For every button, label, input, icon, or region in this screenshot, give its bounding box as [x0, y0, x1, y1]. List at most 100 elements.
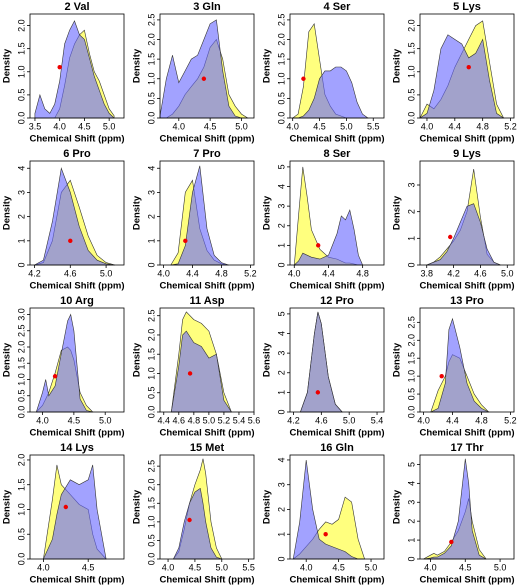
x-tick-label: 4.0 [53, 121, 66, 131]
plot-frame [29, 307, 125, 413]
y-tick-label: 4 [406, 481, 416, 486]
y-tick-label: 0 [276, 409, 286, 414]
x-axis-label: Chemical Shift (ppm) [159, 428, 254, 439]
panel: 15 Met Chemical Shift (ppm) Density 4.0 4.5 5… [132, 442, 255, 586]
x-tick-label: 4.5 [82, 562, 95, 572]
panel: 7 Pro Chemical Shift (ppm) Density 4.0 4.4 4.… [132, 148, 257, 292]
x-tick-label: 4.8 [476, 121, 489, 131]
y-tick-label: 3 [406, 500, 416, 505]
panel-title: 13 Pro [450, 295, 484, 307]
y-tick-label: 1.0 [276, 72, 286, 85]
x-tick-label: 4.0 [424, 562, 437, 572]
y-tick-label: 2 [146, 214, 156, 219]
panel: 4 Ser Chemical Shift (ppm) Density 4.0 4.5 5.… [262, 1, 385, 145]
x-tick-label: 4.0 [288, 268, 301, 278]
x-axis-label: Chemical Shift (ppm) [29, 428, 124, 439]
y-axis-label: Density [2, 489, 13, 524]
plot-frame [29, 454, 125, 560]
y-tick-label: 1.5 [406, 352, 416, 365]
x-tick-label: 5.0 [501, 268, 514, 278]
panel-title: 16 Gln [320, 442, 354, 454]
x-tick-label: 5.6 [248, 415, 261, 425]
y-tick-label: 2 [276, 370, 286, 375]
x-tick-label: 3.8 [420, 268, 433, 278]
panel-title: 14 Lys [60, 442, 94, 454]
density-area [423, 458, 487, 560]
y-tick-label: 1 [406, 538, 416, 543]
y-tick-label: 1.5 [406, 42, 416, 55]
panel-title: 3 Gln [193, 1, 221, 13]
x-tick-label: 4.4 [158, 415, 171, 425]
panel-title: 9 Lys [453, 148, 481, 160]
y-tick-label: 1 [406, 236, 416, 241]
panel-title: 5 Lys [453, 1, 481, 13]
x-tick-label: 4.6 [64, 268, 77, 278]
panel: 14 Lys Chemical Shift (ppm) Density 4.0 4.5 0… [2, 442, 125, 586]
x-tick-label: 4.8 [215, 268, 228, 278]
y-tick-label: 1 [276, 390, 286, 395]
y-axis-label: Density [132, 48, 143, 83]
y-tick-label: 1.0 [146, 72, 156, 85]
y-tick-label: 0 [406, 262, 416, 267]
reference-point [449, 539, 454, 545]
panel-title: 8 Ser [324, 148, 352, 160]
x-tick-label: 5.2 [504, 415, 517, 425]
y-tick-label: 2.5 [146, 309, 156, 322]
y-tick-label: 0.5 [276, 92, 286, 105]
y-tick-label: 1.0 [406, 66, 416, 79]
x-tick-label: 5.2 [218, 415, 231, 425]
x-tick-label: 4.5 [459, 562, 472, 572]
panel: 2 Val Chemical Shift (ppm) Density 3.5 4.0 4.… [2, 1, 125, 145]
reference-point [57, 64, 62, 70]
y-tick-label: 2.0 [406, 19, 416, 32]
y-tick-label: 1.0 [146, 367, 156, 380]
y-tick-label: 2.5 [146, 460, 156, 473]
y-tick-label: 2 [276, 507, 286, 512]
plot-frame [159, 307, 255, 413]
x-tick-label: 4.0 [173, 121, 186, 131]
x-tick-label: 4.4 [322, 268, 335, 278]
x-tick-label: 5.0 [340, 121, 353, 131]
y-tick-label: 0 [276, 262, 286, 267]
y-tick-label: 3 [276, 351, 286, 356]
x-tick-label: 4.0 [300, 562, 313, 572]
x-axis-label: Chemical Shift (ppm) [419, 281, 514, 292]
panel-title: 6 Pro [63, 148, 91, 160]
x-tick-label: 5.4 [371, 415, 384, 425]
x-tick-label: 4.6 [474, 268, 487, 278]
x-tick-label: 4.5 [204, 121, 217, 131]
panel-title: 2 Val [64, 1, 89, 13]
y-axis-label: Density [392, 195, 403, 230]
reference-point [187, 517, 192, 523]
y-tick-label: 1.0 [16, 503, 26, 516]
reference-point [63, 504, 69, 510]
y-tick-label: 0.5 [146, 92, 156, 105]
panel-title: 7 Pro [193, 148, 221, 160]
y-tick-label: 2.5 [276, 14, 286, 27]
y-tick-label: 3.0 [16, 308, 26, 321]
x-tick-label: 4.8 [188, 415, 201, 425]
y-tick-label: 1.5 [16, 42, 26, 55]
panel: 13 Pro Chemical Shift (ppm) Density 4.0 4.4 4… [392, 295, 517, 439]
x-tick-label: 4.4 [186, 268, 199, 278]
plot-frame [29, 160, 125, 266]
density-area [34, 20, 115, 119]
density-area [35, 313, 93, 413]
plot-frame [29, 13, 125, 119]
reference-point [439, 373, 444, 379]
density-area [42, 464, 107, 560]
y-axis-label: Density [132, 489, 143, 524]
y-tick-label: 5 [406, 462, 416, 467]
y-tick-label: 2.5 [146, 14, 156, 27]
panel: 12 Pro Chemical Shift (ppm) Density 4.2 4.6 5… [262, 295, 385, 439]
y-tick-label: 1.5 [276, 53, 286, 66]
x-tick-label: 5.0 [365, 562, 378, 572]
density-area [426, 203, 501, 266]
density-area [418, 34, 505, 119]
plot-frame [419, 454, 515, 560]
panel-title: 12 Pro [320, 295, 354, 307]
x-axis-label: Chemical Shift (ppm) [289, 575, 384, 586]
y-tick-label: 0.5 [146, 534, 156, 547]
y-axis-label: Density [262, 195, 273, 230]
density-area [34, 167, 116, 266]
